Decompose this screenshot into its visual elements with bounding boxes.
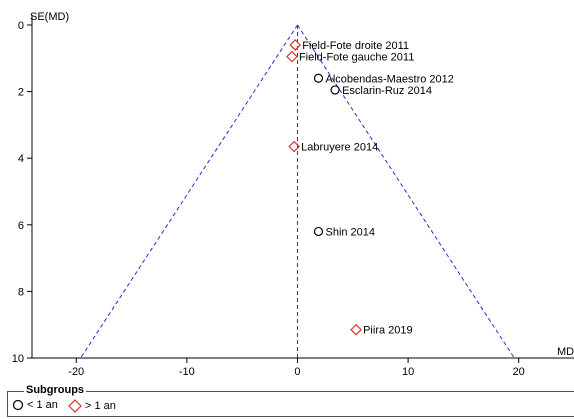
study-label: Shin 2014 — [325, 226, 375, 238]
circle-marker-icon — [12, 399, 24, 411]
study-label: Labruyere 2014 — [301, 142, 378, 154]
x-tick-label: -20 — [68, 366, 84, 378]
study-point-circle — [330, 85, 340, 95]
study-point-circle — [313, 226, 324, 237]
legend-item-under-1-year: < 1 an — [12, 399, 58, 411]
y-tick-label: 10 — [12, 353, 24, 365]
study-point-diamond — [288, 140, 300, 153]
y-tick-label: 0 — [18, 20, 24, 32]
y-tick-label: 4 — [18, 153, 24, 165]
ticks-layer: -20 -10 0 10 20 0 2 4 6 8 10 — [12, 20, 525, 378]
funnel-plot-canvas: SE(MD) MD -20 -10 0 10 20 0 2 4 6 8 10 Alcobendas-… — [12, 11, 574, 378]
study-point-circle — [313, 73, 324, 83]
funnel-layer — [80, 24, 515, 359]
study-point-diamond — [289, 39, 302, 51]
study-label: Field-Fote gauche 2011 — [299, 52, 414, 64]
legend-label-over-1-year: > 1 an — [85, 400, 116, 412]
legend-label-under-1-year: < 1 an — [27, 399, 58, 411]
study-point-diamond — [286, 50, 298, 63]
axes-layer: SE(MD) MD — [30, 11, 574, 359]
x-tick-label: 10 — [402, 366, 414, 378]
y-tick-label: 2 — [18, 87, 24, 99]
funnel-right-bound — [297, 24, 515, 359]
legend-title: Subgroups — [24, 384, 87, 396]
y-axis-label: SE(MD) — [30, 11, 69, 23]
study-point-diamond — [350, 323, 362, 336]
y-tick-label: 6 — [18, 220, 24, 232]
study-label: Field-Fote droite 2011 — [302, 40, 409, 52]
study-label: Esclarin-Ruz 2014 — [342, 85, 432, 97]
legend-item-over-1-year: > 1 an — [68, 399, 116, 413]
y-tick-label: 8 — [18, 286, 24, 298]
x-axis-label: MD — [557, 346, 574, 358]
funnel-left-bound — [80, 24, 298, 359]
x-tick-label: -10 — [179, 366, 195, 378]
x-tick-label: 20 — [513, 366, 525, 378]
diamond-marker-icon — [68, 399, 82, 413]
study-label: Piira 2019 — [363, 325, 413, 337]
legend: Subgroups < 1 an > 1 an — [7, 384, 574, 417]
study-label: Alcobendas-Maestro 2012 — [325, 73, 453, 85]
x-tick-label: 0 — [294, 366, 300, 378]
